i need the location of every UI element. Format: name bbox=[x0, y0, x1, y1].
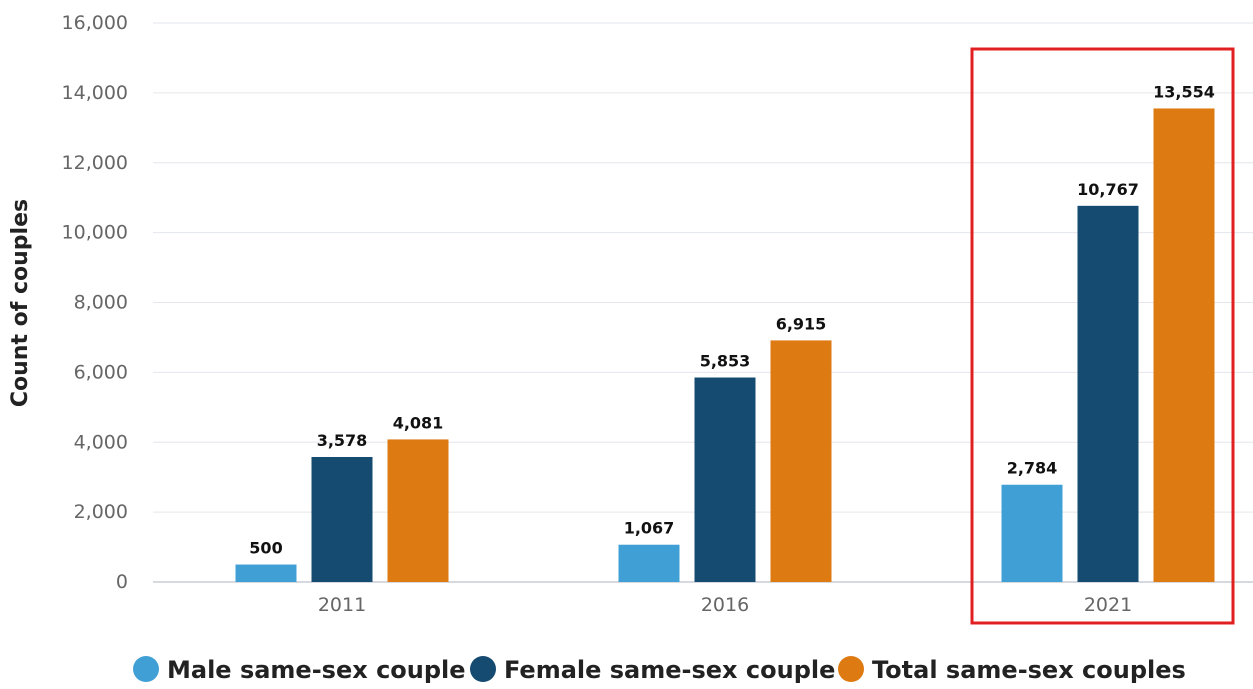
bar-total-same-sex-couples-2021 bbox=[1153, 108, 1215, 582]
data-label: 1,067 bbox=[624, 519, 675, 538]
y-tick-label: 6,000 bbox=[74, 361, 128, 383]
y-tick-label: 8,000 bbox=[74, 292, 128, 314]
legend-item-total-same-sex-couples[interactable]: Total same-sex couples bbox=[838, 656, 1186, 684]
legend-marker bbox=[470, 656, 496, 682]
legend-label: Male same-sex couple bbox=[167, 656, 466, 684]
y-tick-label: 16,000 bbox=[62, 12, 128, 34]
data-label: 10,767 bbox=[1077, 180, 1139, 199]
bar-male-same-sex-couple-2011 bbox=[235, 564, 297, 582]
bars bbox=[235, 108, 1215, 582]
bar-female-same-sex-couple-2016 bbox=[694, 377, 756, 582]
legend-label: Female same-sex couple bbox=[504, 656, 835, 684]
y-axis-label: Count of couples bbox=[8, 199, 33, 407]
legend-marker bbox=[133, 656, 159, 682]
x-tick-label: 2011 bbox=[318, 594, 366, 616]
data-label: 500 bbox=[249, 539, 282, 558]
y-tick-label: 4,000 bbox=[74, 431, 128, 453]
legend: Male same-sex couple Female same-sex coup… bbox=[133, 656, 1186, 684]
bar-male-same-sex-couple-2021 bbox=[1001, 484, 1063, 582]
x-axis-ticks: 2011 2016 2021 bbox=[318, 594, 1132, 616]
y-tick-label: 12,000 bbox=[62, 152, 128, 174]
bar-female-same-sex-couple-2011 bbox=[311, 456, 373, 582]
data-label: 13,554 bbox=[1153, 82, 1215, 101]
y-tick-label: 14,000 bbox=[62, 82, 128, 104]
data-label: 2,784 bbox=[1007, 459, 1058, 478]
bar-female-same-sex-couple-2021 bbox=[1077, 205, 1139, 582]
bar-total-same-sex-couples-2016 bbox=[770, 340, 832, 582]
data-label: 6,915 bbox=[776, 314, 827, 333]
y-tick-label: 10,000 bbox=[62, 222, 128, 244]
x-tick-label: 2016 bbox=[701, 594, 749, 616]
legend-marker bbox=[838, 656, 864, 682]
highlight-box bbox=[970, 47, 1235, 625]
data-labels: 500 3,578 4,081 1,067 5,853 6,915 2,784 10,767 1… bbox=[249, 82, 1215, 557]
data-label: 4,081 bbox=[393, 413, 444, 432]
y-tick-label: 2,000 bbox=[74, 501, 128, 523]
x-tick-label: 2021 bbox=[1084, 594, 1132, 616]
legend-item-male-same-sex-couple[interactable]: Male same-sex couple bbox=[133, 656, 466, 684]
data-label: 3,578 bbox=[317, 431, 368, 450]
bar-total-same-sex-couples-2011 bbox=[387, 439, 449, 582]
legend-label: Total same-sex couples bbox=[872, 656, 1186, 684]
y-tick-label: 0 bbox=[116, 571, 128, 593]
y-axis-ticks: 0 2,000 4,000 6,000 8,000 10,000 12,000 14,000 1… bbox=[62, 12, 128, 593]
bar-male-same-sex-couple-2016 bbox=[618, 544, 680, 582]
data-label: 5,853 bbox=[700, 352, 751, 371]
legend-item-female-same-sex-couple[interactable]: Female same-sex couple bbox=[470, 656, 835, 684]
